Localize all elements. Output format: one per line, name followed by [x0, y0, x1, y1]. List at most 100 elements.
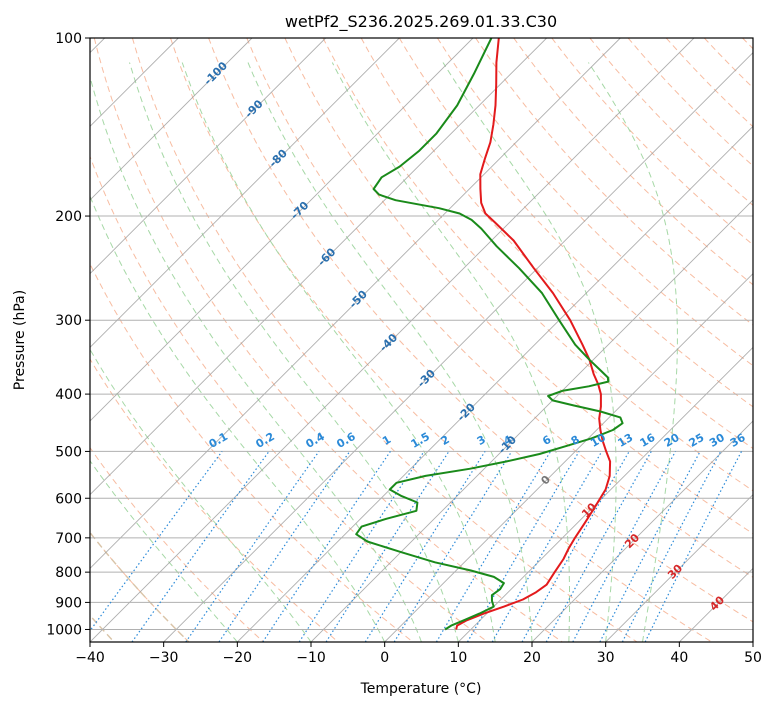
- mixing-ratio-label: 25: [687, 431, 707, 450]
- y-tick-label: 800: [55, 565, 82, 581]
- theta-curve-line: [90, 531, 190, 642]
- isotherm-line: [90, 38, 547, 496]
- dewpoint-profile-line: [355, 38, 624, 631]
- moist-adiabat-line: [331, 62, 570, 642]
- mixing-ratio-line: [298, 451, 425, 642]
- moist-adiabat-line: [442, 62, 617, 642]
- isotherm-label: -90: [242, 97, 265, 120]
- dry-adiabat-line: [90, 155, 488, 642]
- mixing-ratio-line: [572, 451, 677, 642]
- mixing-ratio-label: 3: [475, 433, 488, 448]
- isotherm-line: [163, 52, 753, 642]
- dry-adiabat-line: [246, 38, 753, 578]
- moist-adiabat-line: [587, 62, 678, 642]
- x-tick-label: 20: [523, 650, 541, 666]
- mixing-ratio-label: 0.6: [334, 430, 358, 451]
- isotherm-label: 20: [622, 531, 642, 551]
- x-tick-label: 0: [380, 650, 389, 666]
- isotherm-label: 40: [707, 593, 727, 613]
- mixing-ratio-label: 0.2: [254, 430, 277, 451]
- dry-adiabat-line: [90, 446, 264, 642]
- mixing-ratio-label: 1: [380, 433, 393, 448]
- dry-adiabat-line: [93, 38, 563, 642]
- isotherm-label: -60: [315, 245, 338, 268]
- moist-adiabat-line: [90, 459, 238, 642]
- isotherm-line: [237, 125, 753, 642]
- dry-adiabat-line: [742, 38, 753, 50]
- mixing-ratio-label: 1.5: [409, 430, 432, 451]
- y-tick-label: 1000: [46, 622, 82, 638]
- isotherm-line: [90, 38, 326, 275]
- mixing-ratio-line: [393, 451, 513, 642]
- mixing-ratio-line: [545, 451, 652, 642]
- moist-adiabat-line: [90, 194, 386, 642]
- isotherm-line: [90, 38, 253, 201]
- isotherm-line: [90, 38, 621, 569]
- y-tick-label: 900: [55, 595, 82, 611]
- y-axis-label: Pressure (hPa): [12, 290, 28, 390]
- isotherm-label: 30: [665, 562, 685, 582]
- moist-adiabat-line: [181, 62, 496, 642]
- mixing-ratio-line: [435, 451, 552, 642]
- x-tick-label: 10: [449, 650, 467, 666]
- isotherm-line: [605, 494, 753, 642]
- y-tick-label: 700: [55, 531, 82, 547]
- isotherm-label: -50: [347, 287, 370, 310]
- chart-title: wetPf2_S236.2025.269.01.33.C30: [285, 12, 557, 32]
- moist-adiabat-line: [247, 62, 533, 642]
- mixing-ratio-line: [262, 451, 391, 642]
- isotherm-line: [90, 38, 695, 642]
- x-tick-label: 30: [597, 650, 615, 666]
- dry-adiabat-line: [436, 38, 753, 367]
- x-tick-label: −40: [75, 650, 105, 666]
- moist-adiabat-line: [90, 74, 422, 642]
- dry-adiabat-line: [90, 358, 339, 642]
- isotherm-line: [679, 567, 753, 642]
- dry-adiabat-line: [513, 38, 753, 286]
- dry-adiabat-line: [131, 38, 638, 642]
- dry-adiabat-line: [208, 38, 753, 623]
- y-tick-label: 300: [55, 313, 82, 329]
- y-tick-label: 400: [55, 387, 82, 403]
- mixing-ratio-label: 30: [707, 431, 727, 450]
- mixing-ratio-line: [621, 451, 722, 642]
- x-tick-label: −30: [149, 650, 179, 666]
- mixing-ratio-label: 0.4: [304, 430, 328, 451]
- mixing-ratio-line: [218, 451, 351, 642]
- mixing-ratio-line: [185, 451, 320, 642]
- isotherm-line: [531, 420, 753, 642]
- isotherm-label: -40: [377, 331, 400, 354]
- dry-adiabat-line: [665, 38, 753, 128]
- dry-adiabat-line: [322, 38, 753, 492]
- x-axis-label: Temperature (°C): [360, 681, 482, 697]
- dry-adiabat-line: [475, 38, 753, 326]
- mixing-ratio-line: [325, 451, 450, 642]
- mixing-ratio-line: [644, 451, 743, 642]
- mixing-ratio-label: 2: [439, 433, 452, 448]
- isotherm-label: -10: [496, 433, 519, 456]
- dry-adiabat-line: [90, 531, 190, 642]
- mixing-ratio-label: 20: [662, 431, 682, 450]
- dry-adiabat-line: [284, 38, 753, 535]
- dry-adiabat-line: [589, 38, 753, 206]
- mixing-ratio-line: [521, 451, 630, 642]
- y-tick-label: 100: [55, 31, 82, 47]
- isotherm-line: [458, 346, 753, 642]
- x-tick-label: 40: [670, 650, 688, 666]
- isotherm-label: 0: [538, 473, 553, 488]
- isotherm-line: [90, 38, 400, 348]
- mixing-ratio-label: 36: [728, 431, 748, 450]
- mixing-ratio-label: 6: [540, 433, 553, 448]
- moist-adiabat-line: [129, 62, 459, 642]
- isotherm-label: -30: [415, 367, 438, 390]
- y-tick-label: 200: [55, 209, 82, 225]
- isotherm-line: [310, 199, 753, 642]
- mixing-ratio-line: [131, 451, 270, 642]
- isotherm-line: [90, 38, 474, 422]
- mixing-ratio-label: 16: [638, 431, 658, 450]
- dry-adiabat-line: [703, 38, 753, 89]
- isotherm-line: [752, 641, 753, 642]
- x-tick-label: −10: [296, 650, 326, 666]
- isotherm-label: -100: [201, 59, 230, 88]
